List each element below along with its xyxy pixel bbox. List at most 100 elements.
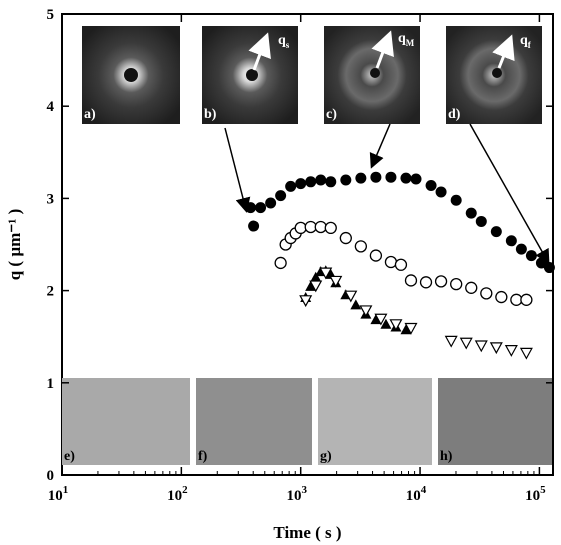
data-point: [504, 345, 518, 357]
x-tick-label: 102: [167, 484, 188, 504]
data-point: [444, 335, 458, 348]
x-tick-exponent: 2: [182, 484, 188, 496]
panel-label: d): [448, 107, 461, 122]
data-point: [404, 274, 418, 287]
inset-arrow: [248, 32, 271, 71]
data-point: [435, 186, 447, 198]
x-tick-exponent: 3: [301, 484, 307, 496]
data-point: [535, 257, 547, 269]
pointer-arrow: [224, 127, 251, 213]
inset-image: [438, 378, 552, 465]
data-point: [329, 275, 343, 288]
panel-label: c): [326, 107, 337, 122]
data-point: [305, 280, 317, 291]
data-point: [355, 172, 367, 184]
data-point: [394, 258, 408, 271]
data-point: [450, 277, 463, 291]
data-point: [344, 290, 358, 303]
data-point: [304, 220, 317, 234]
inset-image: [318, 378, 432, 465]
data-point: [309, 280, 323, 293]
beamstop: [124, 68, 138, 82]
data-point: [248, 220, 260, 232]
data-point: [340, 174, 352, 186]
data-point: [350, 299, 362, 310]
data-point: [465, 207, 477, 219]
pointer-arrow: [469, 123, 550, 265]
x-tick-base: 10: [406, 488, 421, 504]
x-tick-exponent: 4: [421, 484, 427, 496]
beamstop: [370, 68, 380, 78]
data-point: [370, 171, 382, 183]
q-label-sub: f: [528, 40, 532, 50]
panel-label: e): [64, 449, 75, 464]
x-tick-label: 101: [48, 484, 69, 504]
data-point: [543, 262, 555, 274]
data-point: [400, 324, 412, 335]
data-point: [359, 305, 373, 318]
data-point: [465, 281, 478, 294]
data-point: [519, 347, 533, 360]
panel-label: f): [198, 449, 208, 464]
inset-image: [196, 378, 312, 465]
data-point: [274, 256, 287, 270]
data-point: [510, 293, 523, 306]
data-point: [369, 249, 383, 262]
panel-label: g): [320, 449, 332, 464]
q-label-text: q: [520, 33, 528, 48]
data-point: [324, 221, 337, 235]
y-tick-label: 5: [47, 7, 55, 23]
data-point: [480, 287, 493, 300]
data-point: [434, 275, 448, 288]
data-point: [245, 202, 257, 214]
data-point: [315, 174, 327, 186]
y-tick-label: 3: [47, 191, 55, 207]
x-axis-label: Time ( s ): [273, 523, 341, 542]
data-point: [319, 267, 333, 280]
data-point: [354, 240, 368, 253]
data-point: [520, 293, 533, 306]
data-point: [374, 313, 388, 326]
x-tick-base: 10: [525, 488, 540, 504]
data-point: [410, 173, 422, 185]
x-tick-base: 10: [167, 488, 182, 504]
panel-label: h): [440, 449, 453, 464]
data-point: [459, 337, 473, 350]
y-tick-label: 4: [47, 99, 55, 115]
panel-label: a): [84, 107, 96, 122]
data-point: [310, 271, 322, 282]
data-point: [425, 179, 437, 191]
x-tick-exponent: 1: [63, 484, 69, 496]
x-tick-exponent: 5: [540, 484, 546, 496]
x-tick-base: 10: [48, 488, 63, 504]
data-point: [490, 226, 502, 238]
q-label: qM: [398, 31, 415, 48]
data-point: [314, 220, 327, 234]
inset-arrow: [371, 30, 394, 69]
data-point: [450, 194, 462, 206]
data-point: [299, 295, 313, 308]
data-point: [385, 171, 397, 183]
inset-arrow: [492, 34, 515, 69]
data-point: [525, 250, 537, 262]
x-tick-label: 103: [286, 484, 307, 504]
q-label: qs: [278, 33, 290, 50]
x-tick-base: 10: [286, 488, 301, 504]
data-point: [339, 231, 352, 245]
plot-frame: [61, 13, 554, 476]
x-tick-label: 105: [525, 484, 546, 504]
data-point: [295, 178, 307, 190]
data-point: [294, 221, 307, 235]
beamstop: [492, 68, 502, 78]
data-point: [404, 322, 418, 335]
data-point: [474, 340, 488, 353]
y-tick-label: 1: [47, 376, 55, 392]
panel-label: b): [204, 107, 217, 122]
q-label-sub: s: [286, 40, 290, 50]
insets: [62, 26, 552, 465]
data-point: [419, 276, 433, 289]
data-point: [505, 235, 517, 247]
data-point: [489, 342, 503, 355]
q-label-sub: M: [406, 38, 415, 48]
